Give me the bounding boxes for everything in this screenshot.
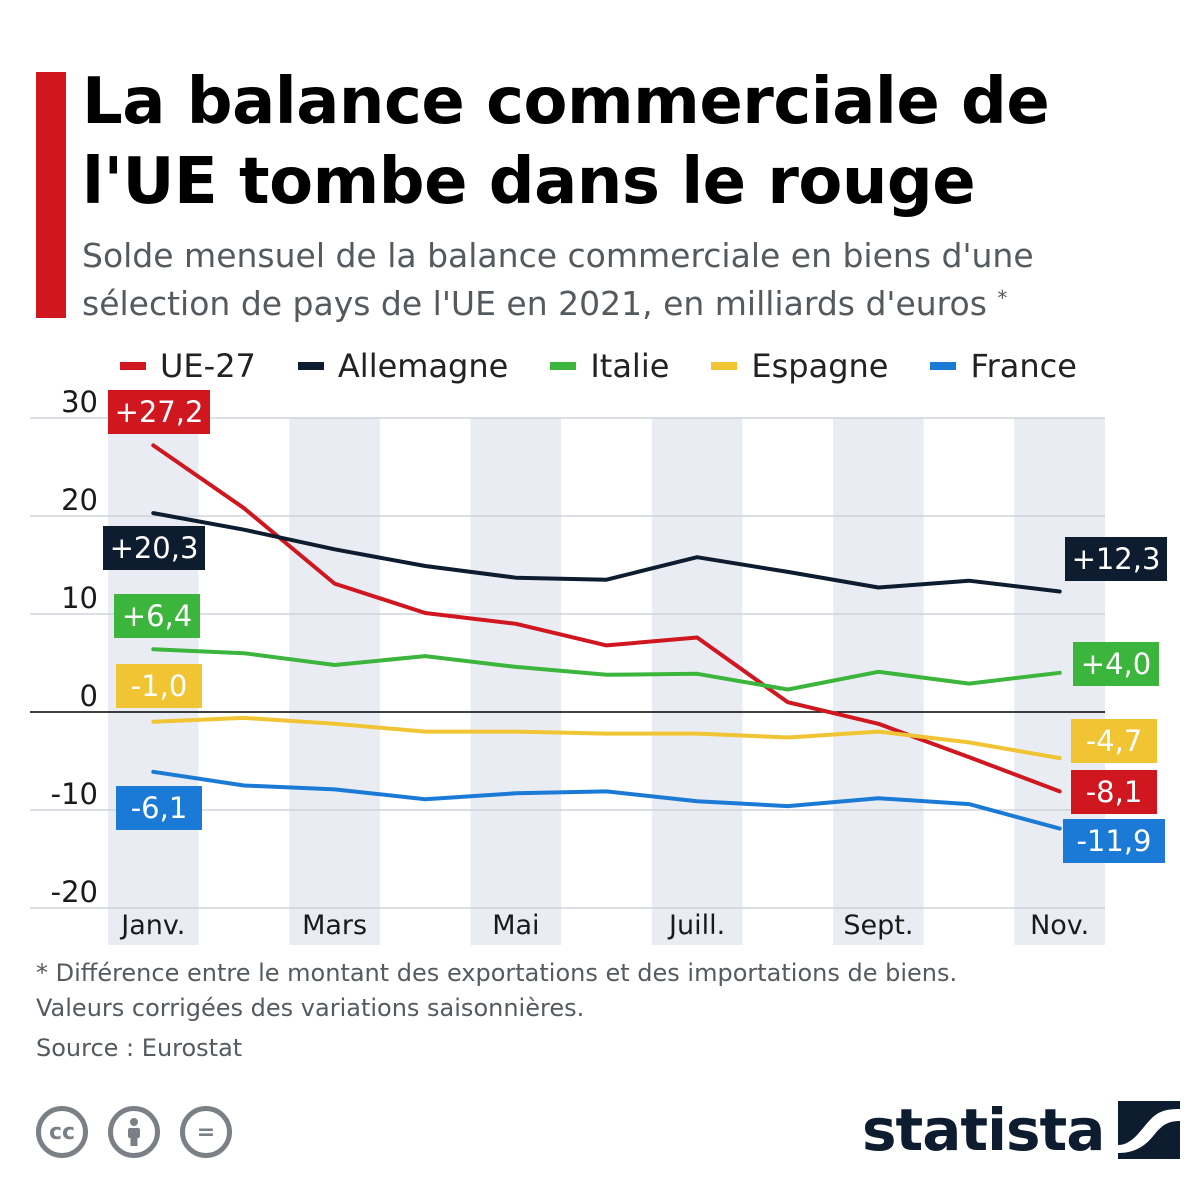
start-value-label-france: -6,1 (131, 791, 188, 825)
footnote-line-2: Valeurs corrigées des variations saisonn… (36, 994, 585, 1022)
legend-item-italie: Italie (550, 347, 669, 385)
legend-item-allemagne: Allemagne (297, 347, 509, 385)
legend-swatch (930, 362, 957, 370)
y-tick-label: 30 (61, 385, 98, 419)
attribution-person-glyph (128, 1118, 140, 1146)
series-line-espagne (151, 715, 1062, 761)
x-tick-label: Mars (302, 910, 367, 941)
x-tick-label: Sept. (843, 910, 913, 941)
legend-swatch (120, 362, 146, 370)
source-note: Source : Eurostat (36, 1034, 243, 1062)
column-band (651, 418, 743, 945)
x-tick-label: Janv. (119, 910, 185, 941)
no-derivatives-icon[interactable]: = (180, 1106, 232, 1158)
subtitle-footnote-mark: * (997, 286, 1008, 310)
legend-label: Allemagne (337, 347, 509, 385)
legend-label: France (970, 347, 1077, 385)
footnote: * Différence entre le montant des export… (36, 956, 1156, 1026)
title-accent-bar (36, 72, 66, 318)
end-value-label-france: -11,9 (1076, 824, 1151, 858)
start-value-label-france-box (116, 786, 202, 830)
end-value-label-france-box (1063, 819, 1165, 863)
series-line-ue-27 (151, 443, 1062, 794)
y-tick-label: -20 (51, 875, 98, 909)
brand-name: statista (862, 1096, 1105, 1164)
statista-logo-icon (1118, 1101, 1181, 1159)
end-value-label-italie: +4,0 (1081, 647, 1151, 681)
legend-item-ue-27: UE-27 (120, 347, 256, 385)
legend-swatch (297, 362, 324, 370)
x-tick-label: Juill. (667, 910, 725, 941)
start-value-label-ue-27-box (108, 390, 210, 434)
end-value-label-allemagne: +12,3 (1072, 542, 1161, 576)
legend-item-espagne: Espagne (711, 347, 888, 385)
series-line-france (151, 769, 1062, 831)
end-value-label-ue-27: -8,1 (1086, 775, 1143, 809)
start-value-label-italie: +6,4 (122, 599, 192, 633)
license-icons: cc = (36, 1106, 252, 1158)
legend-label: Italie (590, 347, 670, 385)
end-value-label-italie-box (1073, 642, 1159, 686)
cc-icon[interactable]: cc (36, 1106, 88, 1158)
attribution-icon[interactable] (108, 1106, 160, 1158)
column-band (289, 418, 380, 945)
column-band (470, 418, 562, 945)
cc-icon-text: cc (48, 1119, 76, 1145)
start-value-label-espagne-box (116, 664, 202, 708)
end-value-label-ue-27-box (1071, 770, 1157, 814)
subtitle-text: Solde mensuel de la balance commerciale … (82, 236, 1034, 323)
y-tick-label: 10 (61, 581, 98, 615)
legend-label: Espagne (751, 347, 889, 385)
end-value-label-espagne: -4,7 (1086, 724, 1143, 758)
y-tick-label: 0 (80, 679, 98, 713)
legend-item-france: France (930, 347, 1077, 385)
start-value-label-ue-27: +27,2 (115, 395, 204, 429)
start-value-label-allemagne-box (103, 526, 205, 570)
y-tick-label: 20 (61, 483, 98, 517)
series-line-allemagne (151, 511, 1062, 594)
x-tick-label: Mai (492, 910, 539, 941)
column-band (833, 418, 924, 945)
y-tick-label: -10 (51, 777, 98, 811)
page-subtitle: Solde mensuel de la balance commerciale … (82, 232, 1172, 328)
no-derivatives-icon-text: = (196, 1119, 216, 1145)
legend-label: UE-27 (160, 347, 256, 385)
series-line-italie (151, 647, 1062, 692)
start-value-label-espagne: -1,0 (131, 669, 188, 703)
footnote-line-1: * Différence entre le montant des export… (36, 959, 958, 987)
end-value-label-espagne-box (1071, 719, 1157, 763)
chart-legend: UE-27 Allemagne Italie Espagne France (120, 346, 1119, 386)
statista-brand[interactable]: statista (862, 1096, 1181, 1164)
legend-swatch (711, 362, 738, 370)
start-value-label-allemagne: +20,3 (110, 531, 199, 565)
start-value-label-italie-box (114, 594, 200, 638)
page-title: La balance commerciale de l'UE tombe dan… (82, 65, 1050, 219)
x-tick-label: Nov. (1030, 910, 1089, 941)
legend-swatch (550, 362, 577, 370)
end-value-label-allemagne-box (1065, 537, 1167, 581)
